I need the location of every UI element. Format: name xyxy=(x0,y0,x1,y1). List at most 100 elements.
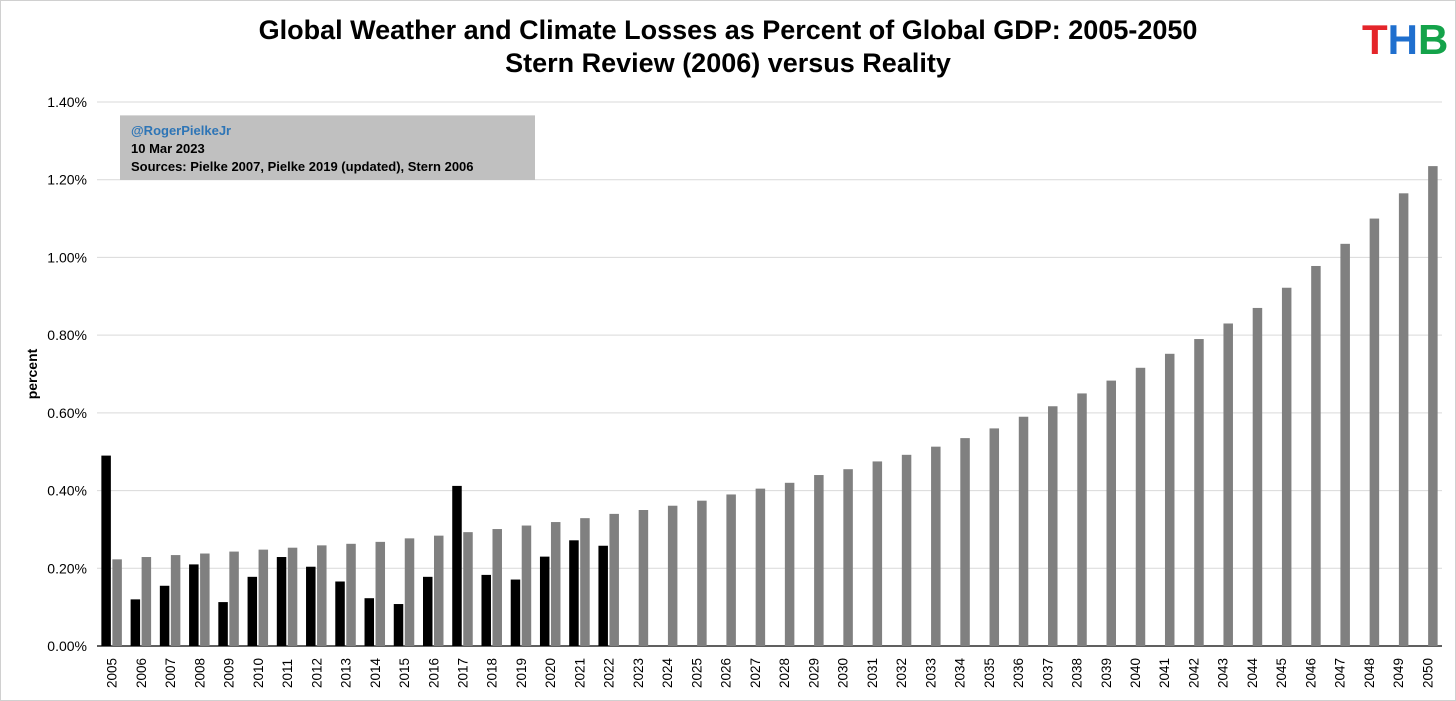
bar-actual xyxy=(218,602,228,646)
bar-actual xyxy=(101,455,111,646)
bar-actual xyxy=(481,574,491,646)
x-tick-label: 2020 xyxy=(543,658,558,688)
x-tick-label: 2010 xyxy=(251,658,266,688)
bar-projected xyxy=(287,547,298,646)
bar-actual xyxy=(510,579,521,646)
x-tick-label: 2039 xyxy=(1099,658,1114,688)
bar-actual xyxy=(276,557,287,646)
bar-projected xyxy=(375,541,386,646)
y-tick-label: 1.40% xyxy=(47,94,87,110)
x-tick-label: 2027 xyxy=(748,658,763,688)
info-sources: Sources: Pielke 2007, Pielke 2019 (updat… xyxy=(131,159,474,174)
bar-projected xyxy=(814,475,824,646)
bar-actual xyxy=(159,585,170,646)
x-tick-label: 2012 xyxy=(309,658,324,688)
x-tick-label: 2040 xyxy=(1128,658,1143,688)
x-tick-label: 2046 xyxy=(1303,658,1318,688)
x-tick-label: 2023 xyxy=(631,658,646,688)
bar-actual xyxy=(423,576,433,646)
bar-projected xyxy=(1048,406,1058,646)
bar-projected xyxy=(960,438,970,646)
x-tick-label: 2045 xyxy=(1274,658,1289,688)
x-tick-label: 2048 xyxy=(1362,658,1377,688)
x-tick-label: 2025 xyxy=(689,658,704,688)
bar-actual xyxy=(247,576,258,646)
x-tick-label: 2036 xyxy=(1011,658,1026,688)
x-tick-label: 2030 xyxy=(836,658,851,688)
bar-actual xyxy=(393,604,404,646)
author-handle: @RogerPielkeJr xyxy=(131,123,232,138)
x-tick-label: 2006 xyxy=(134,658,149,688)
bar-projected xyxy=(784,482,795,646)
x-tick-label: 2015 xyxy=(397,658,412,688)
x-tick-label: 2038 xyxy=(1070,658,1085,688)
bar-projected xyxy=(141,557,152,646)
bar-projected xyxy=(580,518,590,646)
x-tick-label: 2022 xyxy=(602,658,617,688)
y-tick-label: 1.20% xyxy=(47,172,87,188)
y-tick-label: 0.20% xyxy=(47,560,87,576)
x-tick-label: 2041 xyxy=(1157,658,1172,688)
bar-actual xyxy=(335,581,345,646)
bar-projected xyxy=(1018,416,1029,646)
x-tick-label: 2026 xyxy=(719,658,734,688)
y-tick-label: 0.80% xyxy=(47,327,87,343)
bar-actual xyxy=(452,485,462,646)
bar-actual xyxy=(189,564,199,646)
bar-projected xyxy=(726,494,736,646)
bar-actual xyxy=(364,598,375,646)
bar-actual xyxy=(598,545,608,646)
bar-projected xyxy=(1223,323,1233,646)
bar-projected xyxy=(492,529,502,646)
x-tick-label: 2008 xyxy=(192,658,207,688)
x-tick-label: 2044 xyxy=(1245,657,1260,688)
x-tick-label: 2034 xyxy=(953,657,968,688)
source-info-box: @RogerPielkeJr 10 Mar 2023 Sources: Piel… xyxy=(120,115,535,180)
bar-actual xyxy=(569,540,579,646)
x-tick-label: 2042 xyxy=(1186,658,1201,688)
x-tick-label: 2013 xyxy=(339,658,354,688)
logo-letter-b: B xyxy=(1418,16,1449,63)
x-tick-label: 2029 xyxy=(806,658,821,688)
bar-projected xyxy=(346,543,356,646)
logo-letter-h: H xyxy=(1387,16,1418,63)
bar-projected xyxy=(1164,353,1175,646)
x-tick-label: 2014 xyxy=(368,657,383,688)
bar-projected xyxy=(1398,193,1409,647)
bar-projected xyxy=(1340,243,1350,647)
bar-projected xyxy=(404,538,415,646)
bar-projected xyxy=(989,428,1000,646)
x-tick-label: 2017 xyxy=(455,658,470,688)
chart-title-line1: Global Weather and Climate Losses as Per… xyxy=(258,15,1198,45)
x-tick-label: 2049 xyxy=(1391,658,1406,688)
chart-subtitle: Stern Review (2006) versus Reality xyxy=(505,48,951,78)
bar-projected xyxy=(872,461,883,646)
y-tick-label: 0.00% xyxy=(47,638,87,654)
x-tick-label: 2021 xyxy=(572,658,587,688)
bar-projected xyxy=(931,446,941,646)
x-tick-label: 2035 xyxy=(982,658,997,688)
x-tick-label: 2047 xyxy=(1333,658,1348,688)
y-tick-label: 0.40% xyxy=(47,483,87,499)
bar-projected xyxy=(1194,339,1204,646)
bar-projected xyxy=(521,525,532,646)
x-tick-label: 2011 xyxy=(280,659,295,688)
bar-projected xyxy=(200,553,210,646)
x-tick-label: 2016 xyxy=(426,658,441,688)
bar-projected xyxy=(1135,367,1146,646)
bar-actual xyxy=(539,556,550,646)
bar-projected xyxy=(1311,265,1321,646)
x-tick-label: 2037 xyxy=(1040,658,1055,688)
y-axis-label: percent xyxy=(24,348,40,400)
x-tick-label: 2024 xyxy=(660,657,675,688)
chart-title: Global Weather and Climate Losses as Per… xyxy=(0,14,1456,80)
bar-projected xyxy=(550,522,561,646)
bar-projected xyxy=(697,500,707,646)
y-tick-label: 1.00% xyxy=(47,249,87,265)
bar-projected xyxy=(229,551,239,646)
x-tick-label: 2032 xyxy=(894,658,909,688)
bar-projected xyxy=(434,535,444,646)
bar-projected xyxy=(1106,380,1116,646)
x-tick-label: 2005 xyxy=(105,658,120,688)
